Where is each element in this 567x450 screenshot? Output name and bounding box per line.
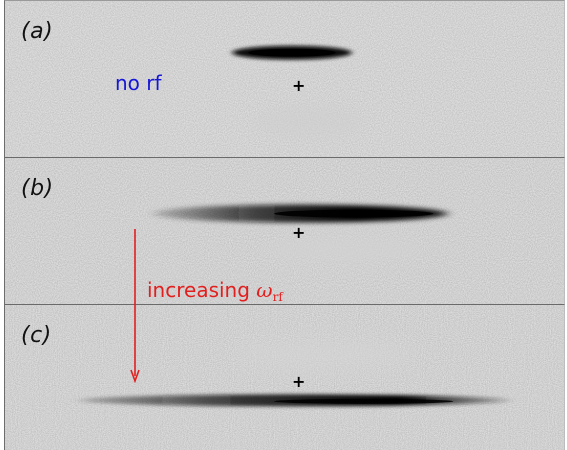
omega-symbol: ω: [256, 278, 273, 302]
center-marker-c: +: [292, 372, 306, 391]
panel-b-image: [5, 158, 564, 304]
panel-label-b: (b): [21, 176, 54, 201]
panel-label-c: (c): [21, 323, 52, 348]
panel-a: (a) no rf +: [4, 0, 565, 157]
no-rf-label: no rf: [115, 71, 162, 95]
center-marker-b: +: [292, 223, 306, 242]
rf-subscript: rf: [272, 290, 283, 304]
panel-c-image: [5, 305, 564, 450]
increasing-rf-label: increasing ωrf: [147, 278, 283, 304]
panel-b: (b) +: [4, 157, 565, 304]
panel-c: (c) +: [4, 304, 565, 450]
panel-label-a: (a): [21, 19, 54, 44]
increasing-text: increasing: [147, 278, 257, 302]
center-marker-a: +: [292, 76, 306, 95]
panel-a-image: [5, 1, 564, 157]
